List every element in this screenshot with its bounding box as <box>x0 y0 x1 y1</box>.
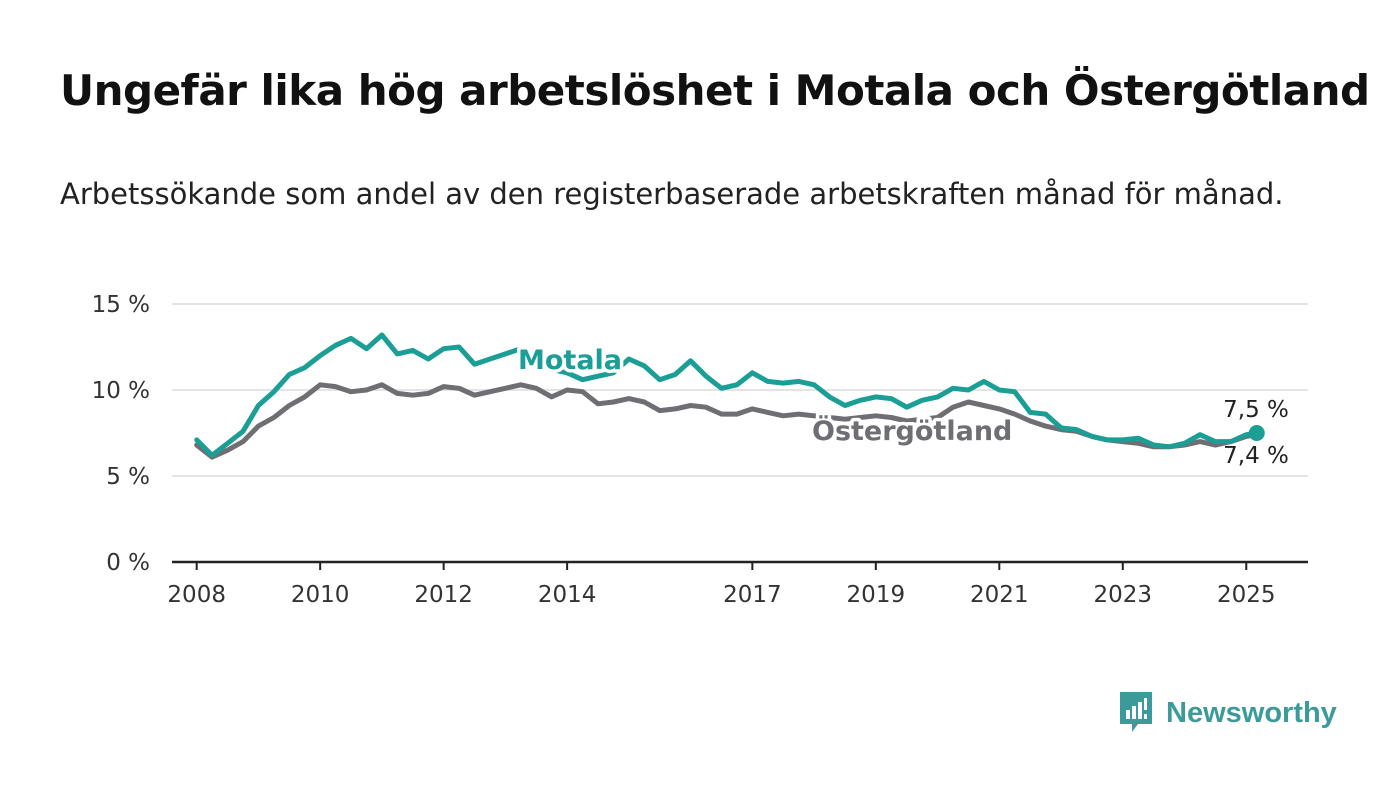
series-lines <box>194 332 1265 460</box>
x-tick-label: 2019 <box>847 582 906 608</box>
series-label-motala: Motala <box>518 345 622 376</box>
series-line-motala <box>194 332 1260 458</box>
series-labels: MotalaMotalaÖstergötlandÖstergötland7,5 … <box>515 342 1289 470</box>
end-value-motala: 7,5 % <box>1223 397 1289 423</box>
y-axis: 0 % 5 % 10 % 15 % <box>92 292 150 576</box>
x-tick-label: 2023 <box>1094 582 1153 608</box>
x-axis: 2008 2010 2012 2014 2017 2019 2021 2023 2025 <box>167 562 1276 608</box>
motala-end-point <box>1248 425 1265 441</box>
series-label-motala-halo: Motala <box>518 345 622 376</box>
x-tick-label: 2014 <box>538 582 597 608</box>
series-label-ostergotland: Östergötland <box>812 414 1012 447</box>
end-value-ostergotland: 7,4 % <box>1223 443 1289 469</box>
y-tick-label: 5 % <box>106 464 150 490</box>
y-tick-label: 15 % <box>92 292 150 318</box>
newsworthy-logo-icon <box>1120 692 1152 732</box>
y-tick-label: 0 % <box>106 550 150 576</box>
newsworthy-brand: Newsworthy <box>1118 690 1337 736</box>
chart-subtitle: Arbetssökande som andel av den registerb… <box>60 177 1284 211</box>
x-tick-label: 2008 <box>167 582 226 608</box>
series-line-ostergotland <box>194 382 1260 460</box>
chart-title: Ungefär lika hög arbetslöshet i Motala o… <box>60 66 1370 115</box>
x-tick-label: 2010 <box>291 582 350 608</box>
gridlines <box>172 303 1308 564</box>
x-tick-label: 2021 <box>970 582 1029 608</box>
series-label-ostergotland-halo: Östergötland <box>812 414 1012 447</box>
y-tick-label: 10 % <box>92 378 150 404</box>
x-tick-label: 2012 <box>414 582 473 608</box>
brand-name: Newsworthy <box>1166 696 1337 729</box>
x-tick-label: 2017 <box>723 582 782 608</box>
x-tick-label: 2025 <box>1217 582 1276 608</box>
